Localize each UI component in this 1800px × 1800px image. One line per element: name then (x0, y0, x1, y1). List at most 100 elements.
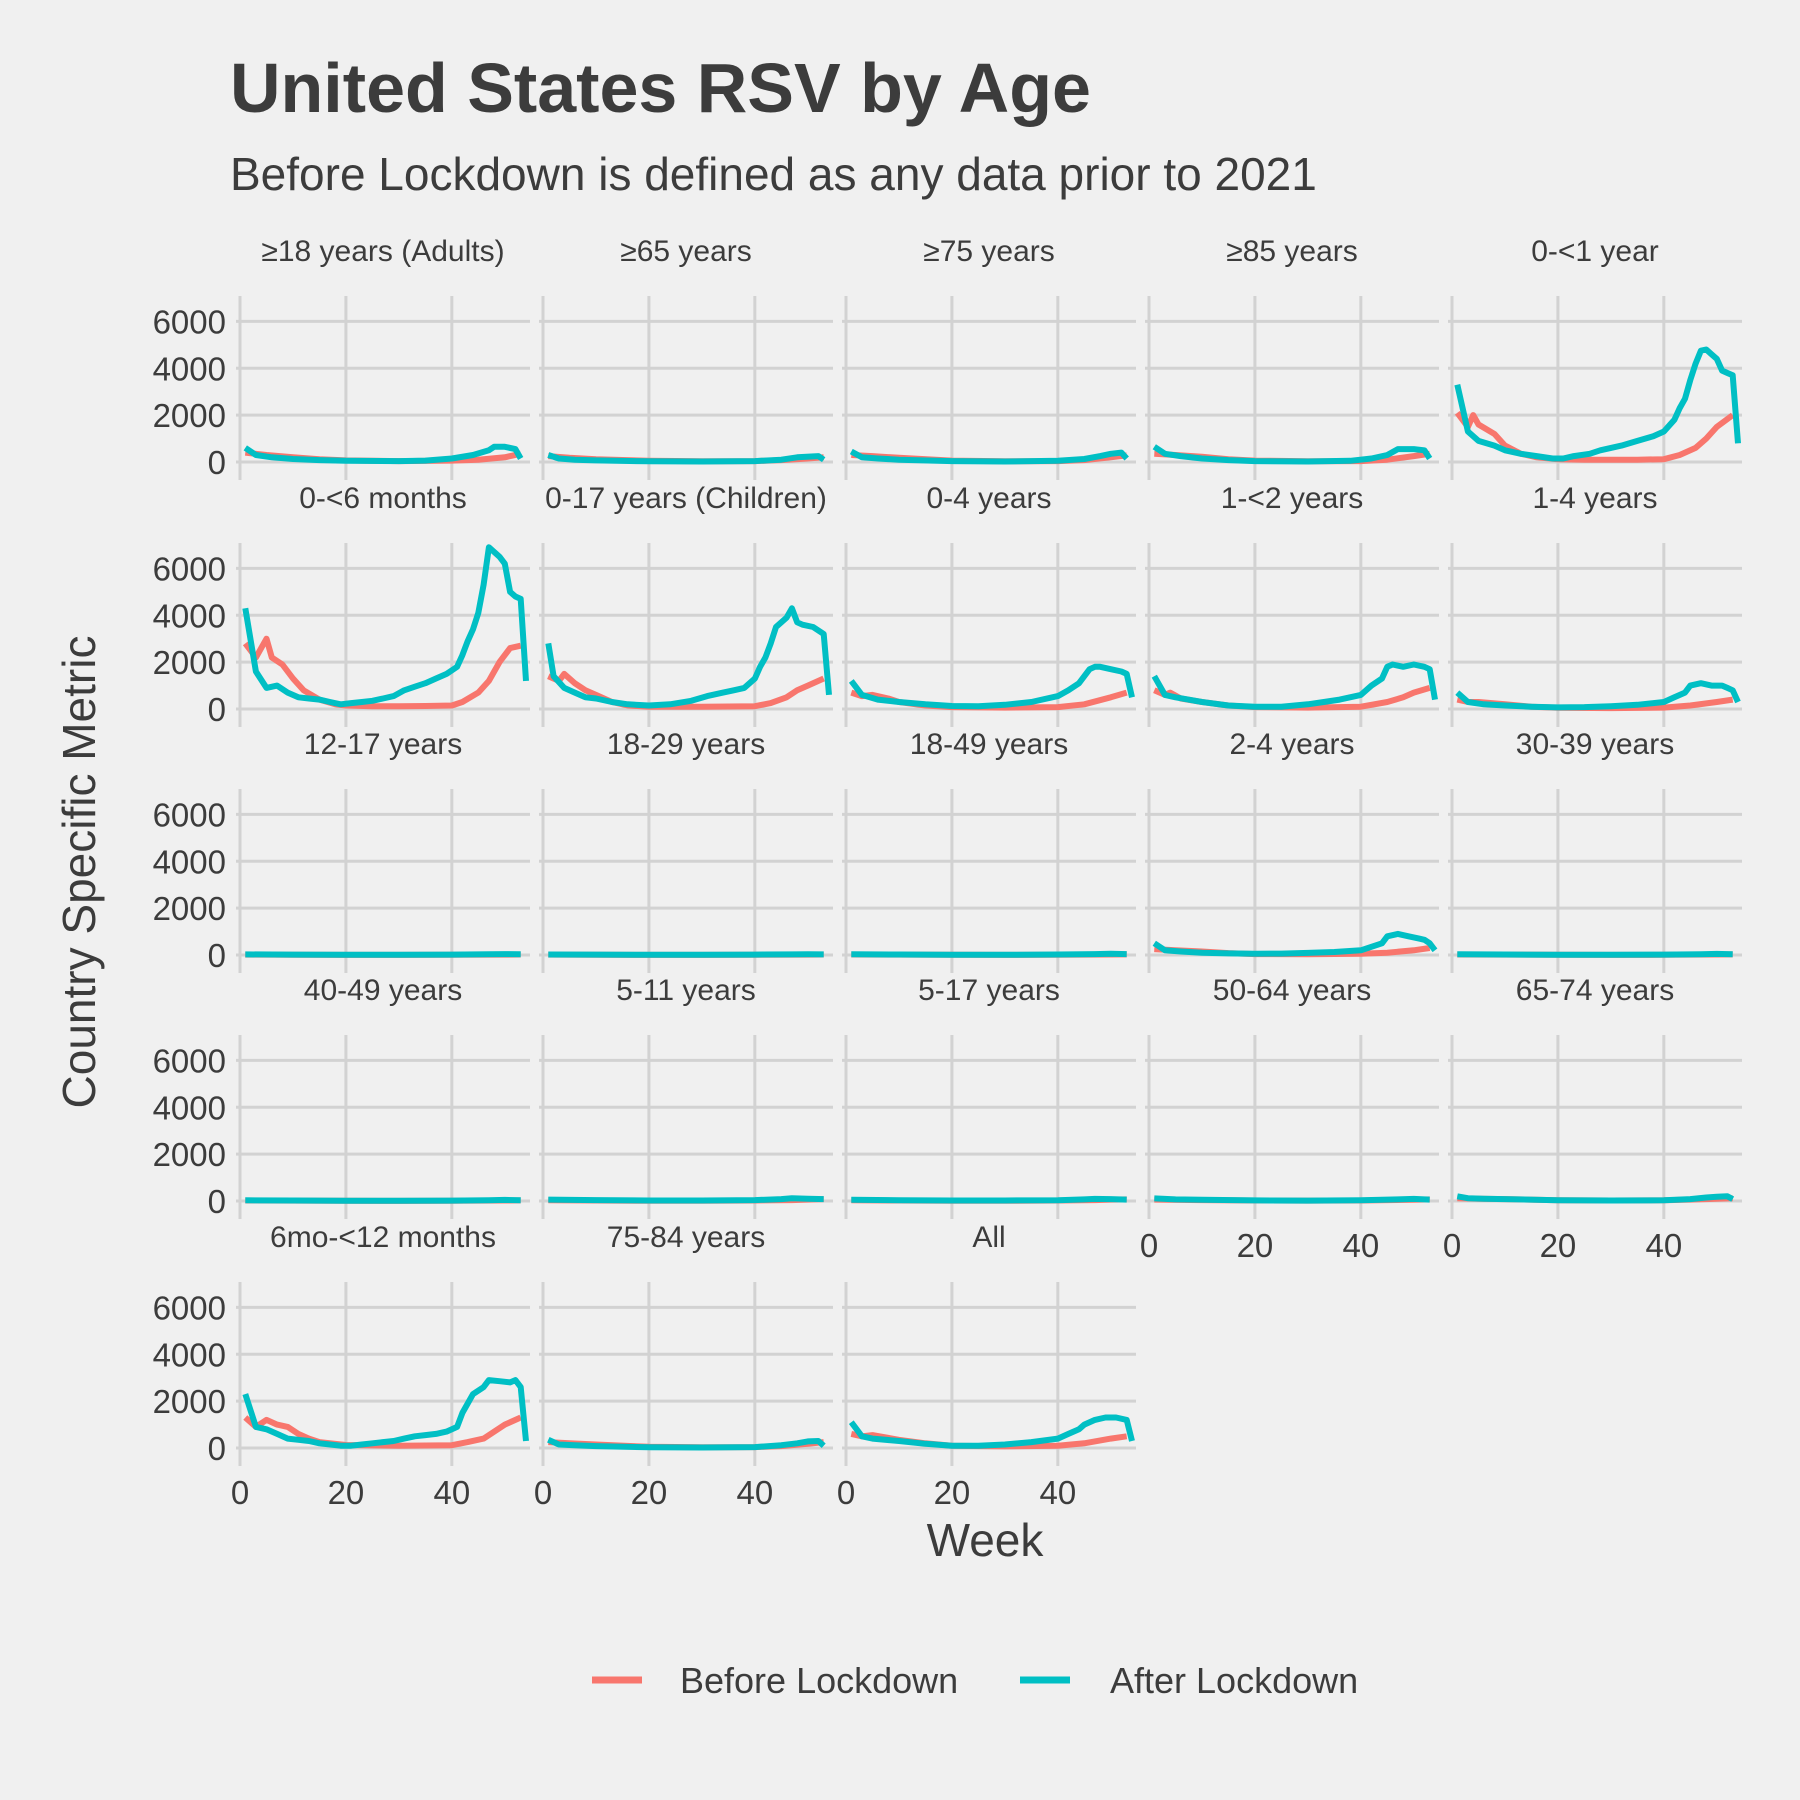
facet-label: 40-49 years (304, 974, 462, 1007)
legend: Before Lockdown After Lockdown (592, 1660, 1358, 1701)
facet-panel: 1-<2 years (1145, 482, 1439, 727)
facet-label: ≥75 years (923, 235, 1055, 268)
facet-label: 0-4 years (926, 482, 1051, 515)
series-line-after (547, 452, 826, 465)
x-tick-label: 20 (1237, 1227, 1274, 1264)
facet-label: ≥18 years (Adults) (261, 235, 504, 268)
facet-panel: ≥85 years (1145, 235, 1439, 480)
chart-title: United States RSV by Age (230, 49, 1091, 127)
legend-label-before: Before Lockdown (680, 1660, 958, 1701)
legend-label-after: After Lockdown (1110, 1660, 1358, 1701)
y-tick-label: 6000 (153, 796, 226, 833)
facet-panel: 12-17 years 0 2000 4000 6000 (153, 728, 530, 974)
series-line-after (1455, 680, 1741, 711)
facet-label: ≥85 years (1226, 235, 1358, 268)
series-line-after (851, 1195, 1127, 1204)
y-tick-label: 0 (208, 1183, 226, 1220)
series-line-after (1151, 661, 1438, 710)
y-tick-label: 6000 (153, 303, 226, 340)
facet-panel: 0-<1 year (1448, 235, 1742, 480)
series-line-after (243, 443, 524, 465)
facet-panel: ≥18 years (Adults) 0 2000 4000 6000 (153, 235, 530, 481)
x-tick-label: 0 (534, 1474, 552, 1511)
series-line-after (1457, 950, 1733, 958)
y-tick-label: 2000 (153, 397, 226, 434)
facet-label: 0-<1 year (1531, 235, 1659, 268)
series-line-before (242, 635, 522, 710)
facet-panel: 6mo-<12 months 0 2000 4000 6000 0 20 40 (153, 1221, 530, 1511)
x-tick-label: 40 (1645, 1227, 1682, 1264)
series-line-after (848, 1414, 1135, 1449)
facet-panel: 0-4 years (842, 482, 1136, 727)
x-axis-title: Week (927, 1514, 1045, 1566)
facet-panel: 65-74 years 0 20 40 (1443, 974, 1742, 1264)
facet-label: 0-17 years (Children) (545, 482, 827, 515)
facet-label: 5-11 years (616, 974, 756, 1007)
y-tick-label: 2000 (153, 1136, 226, 1173)
facet-label: 65-74 years (1516, 974, 1674, 1007)
y-tick-label: 4000 (153, 1336, 226, 1373)
x-tick-label: 20 (328, 1474, 365, 1511)
x-tick-label: 40 (433, 1474, 470, 1511)
series-line-after (547, 1437, 826, 1451)
series-line-after (245, 951, 521, 958)
y-tick-label: 4000 (153, 843, 226, 880)
y-axis-title: Country Specific Metric (53, 636, 105, 1109)
facet-panel: 5-17 years (842, 974, 1136, 1219)
facet-label: 50-64 years (1213, 974, 1371, 1007)
facet-panel: 18-49 years (842, 728, 1136, 973)
x-tick-label: 40 (736, 1474, 773, 1511)
x-tick-label: 0 (1140, 1227, 1158, 1264)
series-line-after (1454, 346, 1741, 462)
series-line-after (242, 544, 529, 708)
facet-label: 18-29 years (607, 728, 765, 761)
facet-label: 30-39 years (1516, 728, 1674, 761)
x-tick-label: 40 (1342, 1227, 1379, 1264)
facet-panel: All 0 20 40 (837, 1221, 1136, 1511)
facet-label: 0-<6 months (299, 482, 467, 515)
facet-panel: 2-4 years (1145, 728, 1439, 973)
x-tick-label: 40 (1039, 1474, 1076, 1511)
series-line-after (851, 950, 1127, 958)
facet-label: 5-17 years (918, 974, 1060, 1007)
y-tick-label: 2000 (153, 644, 226, 681)
y-tick-label: 2000 (153, 890, 226, 927)
series-line-after (548, 951, 824, 958)
facet-label: 1-<2 years (1221, 482, 1364, 515)
series-line-after (1456, 1193, 1735, 1204)
facet-label: 1-4 years (1532, 482, 1657, 515)
y-tick-label: 4000 (153, 350, 226, 387)
y-tick-label: 0 (208, 444, 226, 481)
x-tick-label: 20 (1540, 1227, 1577, 1264)
y-tick-label: 0 (208, 937, 226, 974)
x-tick-label: 20 (631, 1474, 668, 1511)
series-line-after (245, 1196, 521, 1204)
x-tick-label: 0 (837, 1474, 855, 1511)
series-line-after (1152, 930, 1438, 957)
facet-label: 18-49 years (910, 728, 1068, 761)
y-tick-label: 6000 (153, 1042, 226, 1079)
facet-label: 12-17 years (304, 728, 462, 761)
facet-panel: 30-39 years (1448, 728, 1742, 973)
facet-panel: ≥65 years (539, 235, 833, 480)
facet-panel: 18-29 years (539, 728, 833, 973)
y-tick-label: 6000 (153, 550, 226, 587)
chart-subtitle: Before Lockdown is defined as any data p… (230, 148, 1317, 200)
facet-label: 2-4 years (1229, 728, 1354, 761)
x-tick-label: 0 (1443, 1227, 1461, 1264)
facet-label: All (972, 1221, 1005, 1254)
facet-panel: 50-64 years 0 20 40 (1140, 974, 1439, 1264)
y-tick-label: 0 (208, 691, 226, 728)
series-line-after (242, 1377, 529, 1449)
facet-panel: 5-11 years (539, 974, 833, 1219)
facet-panel: 0-<6 months 0 2000 4000 6000 (153, 482, 530, 728)
y-tick-label: 4000 (153, 1089, 226, 1126)
facet-panel: 0-17 years (Children) (539, 482, 833, 727)
y-tick-label: 0 (208, 1430, 226, 1467)
y-tick-label: 2000 (153, 1383, 226, 1420)
series-line-after (848, 663, 1135, 710)
facet-panel: 75-84 years 0 20 40 (534, 1221, 833, 1511)
